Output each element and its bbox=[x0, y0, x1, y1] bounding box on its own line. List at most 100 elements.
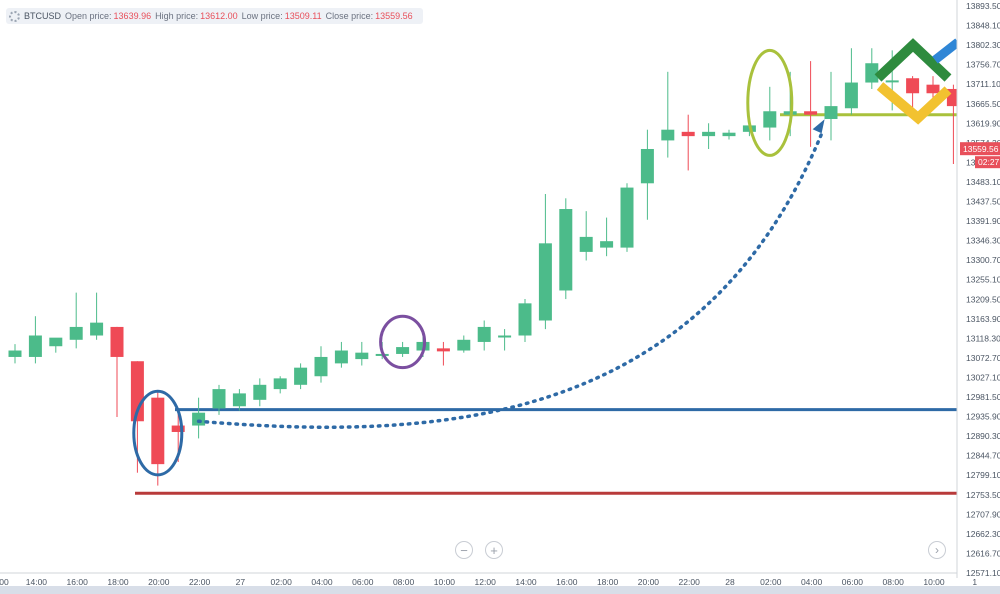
candle bbox=[314, 346, 328, 383]
candle bbox=[334, 341, 348, 368]
candle bbox=[559, 198, 573, 300]
candle-body bbox=[661, 129, 675, 141]
candle-body bbox=[804, 111, 818, 115]
candle bbox=[620, 183, 634, 252]
time-tick-label: 06:00 bbox=[842, 577, 864, 587]
candle bbox=[763, 86, 777, 141]
annotation-layer bbox=[132, 48, 825, 477]
candle bbox=[436, 341, 450, 366]
candles-layer bbox=[8, 48, 1000, 486]
time-tick-label: 12:00 bbox=[475, 577, 497, 587]
candle bbox=[294, 363, 308, 390]
candle bbox=[151, 391, 165, 486]
candle-body bbox=[620, 187, 634, 248]
candle-body bbox=[294, 367, 308, 385]
price-tick-label: 13437.50 bbox=[966, 197, 1000, 207]
logo-yellow-chevron bbox=[876, 82, 952, 125]
candle-body bbox=[171, 425, 185, 432]
settings-gear-icon[interactable] bbox=[9, 10, 20, 22]
price-tick-label: 12844.70 bbox=[966, 451, 1000, 461]
candle-body bbox=[151, 397, 165, 465]
candle bbox=[90, 292, 104, 340]
price-tick-label: 12981.50 bbox=[966, 392, 1000, 402]
candle bbox=[722, 129, 736, 140]
last-price-label: 13559.56 bbox=[963, 144, 999, 154]
time-tick-label: 16:00 bbox=[67, 577, 89, 587]
candle-body bbox=[844, 82, 858, 109]
price-tick-label: 13711.10 bbox=[966, 79, 1000, 89]
candle bbox=[681, 114, 695, 171]
candle bbox=[69, 292, 83, 349]
candle bbox=[824, 71, 838, 141]
price-tick-label: 13346.30 bbox=[966, 236, 1000, 246]
price-tick-label: 13027.10 bbox=[966, 372, 1000, 382]
candle-body bbox=[600, 241, 614, 248]
price-tick-label: 12707.90 bbox=[966, 509, 1000, 519]
countdown-tag bbox=[975, 156, 1000, 169]
price-tick-label: 13209.50 bbox=[966, 294, 1000, 304]
time-tick-label: 28 bbox=[725, 577, 735, 587]
candle-body bbox=[702, 131, 716, 137]
price-tick-label: 13072.70 bbox=[966, 353, 1000, 363]
time-tick-label: 18:00 bbox=[107, 577, 129, 587]
olive-ellipse bbox=[746, 48, 794, 157]
candle bbox=[640, 129, 654, 220]
price-tick-label: 13848.10 bbox=[966, 20, 1000, 30]
levels-layer bbox=[135, 113, 1000, 495]
candle-body bbox=[334, 350, 348, 364]
legend-symbol: BTCUSD bbox=[24, 11, 62, 21]
candle bbox=[477, 320, 491, 351]
time-tick-label: 06:00 bbox=[352, 577, 374, 587]
time-tick-label: 04:00 bbox=[801, 577, 823, 587]
candle bbox=[192, 397, 206, 439]
candle-body bbox=[579, 236, 593, 252]
open-label: Open price: bbox=[65, 11, 112, 21]
high-label: High price: bbox=[155, 11, 199, 21]
candle-body bbox=[212, 389, 226, 409]
price-tick-label: 13665.50 bbox=[966, 99, 1000, 109]
candle bbox=[8, 344, 22, 364]
ohlc-legend: BTCUSD Open price: 13639.96 High price: … bbox=[6, 8, 423, 24]
candle bbox=[49, 337, 63, 353]
price-tick-label: 13483.10 bbox=[966, 177, 1000, 187]
scroll-right-button[interactable]: › bbox=[928, 541, 946, 559]
candle bbox=[273, 376, 287, 394]
time-tick-label: 20:00 bbox=[148, 577, 170, 587]
price-axis[interactable]: 13893.50 13848.10 13802.30 13756.70 13711.10… bbox=[956, 0, 1000, 586]
time-axis[interactable]: 00 14:00 16:00 18:00 20:00 22:00 27 02:00 04:00 0… bbox=[0, 572, 977, 587]
price-tick-label: 13893.50 bbox=[966, 1, 1000, 11]
candle-body bbox=[457, 339, 471, 351]
price-tick-label: 12799.10 bbox=[966, 470, 1000, 480]
time-tick-label: 22:00 bbox=[189, 577, 211, 587]
time-tick-label: 10:00 bbox=[434, 577, 456, 587]
time-tick-label: 08:00 bbox=[883, 577, 905, 587]
price-tick-label: 12935.90 bbox=[966, 412, 1000, 422]
candle-body bbox=[28, 335, 42, 357]
candle bbox=[212, 384, 226, 415]
price-tick-label: 12616.70 bbox=[966, 548, 1000, 558]
close-label: Close price: bbox=[325, 11, 374, 21]
zoom-in-button[interactable]: + bbox=[485, 541, 503, 559]
time-tick-label: 16:00 bbox=[556, 577, 578, 587]
candle-body bbox=[477, 326, 491, 342]
candle bbox=[498, 329, 512, 351]
time-tick-label: 02:00 bbox=[760, 577, 782, 587]
price-tick-label: 13163.90 bbox=[966, 314, 1000, 324]
candle-body bbox=[681, 131, 695, 137]
candle-body bbox=[314, 356, 328, 377]
time-tick-label: 02:00 bbox=[271, 577, 293, 587]
zoom-out-button[interactable]: − bbox=[455, 541, 473, 559]
price-tick-label: 13300.70 bbox=[966, 255, 1000, 265]
candle bbox=[232, 389, 246, 411]
candle-body bbox=[518, 303, 532, 336]
candle bbox=[355, 341, 369, 366]
bottom-strip bbox=[0, 586, 1000, 594]
time-tick-label: 14:00 bbox=[515, 577, 537, 587]
dotted-arrow-path bbox=[196, 129, 825, 429]
time-tick-label: 1 bbox=[972, 577, 977, 587]
candle-body bbox=[355, 352, 369, 360]
candle-body bbox=[926, 84, 940, 94]
time-tick-label: 10:00 bbox=[923, 577, 945, 587]
time-tick-label: 14:00 bbox=[26, 577, 48, 587]
